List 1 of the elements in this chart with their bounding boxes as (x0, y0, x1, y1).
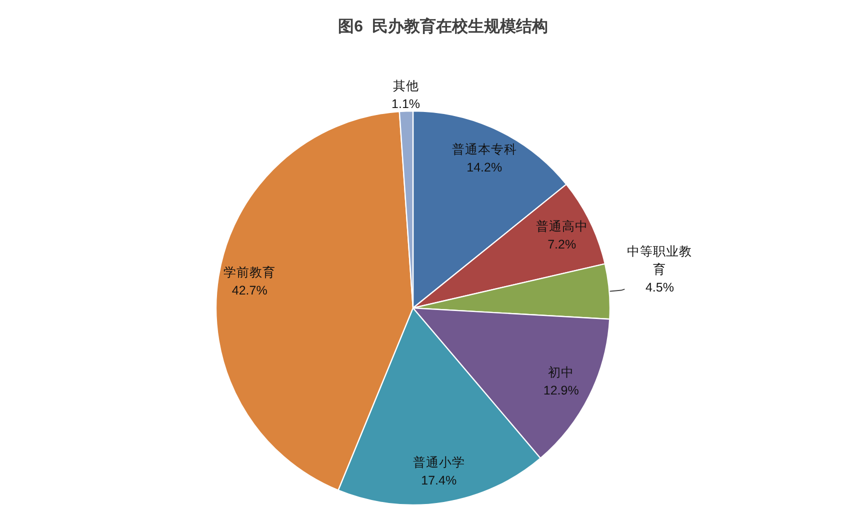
chart-title: 图6 民办教育在校生规模结构 (338, 16, 548, 36)
